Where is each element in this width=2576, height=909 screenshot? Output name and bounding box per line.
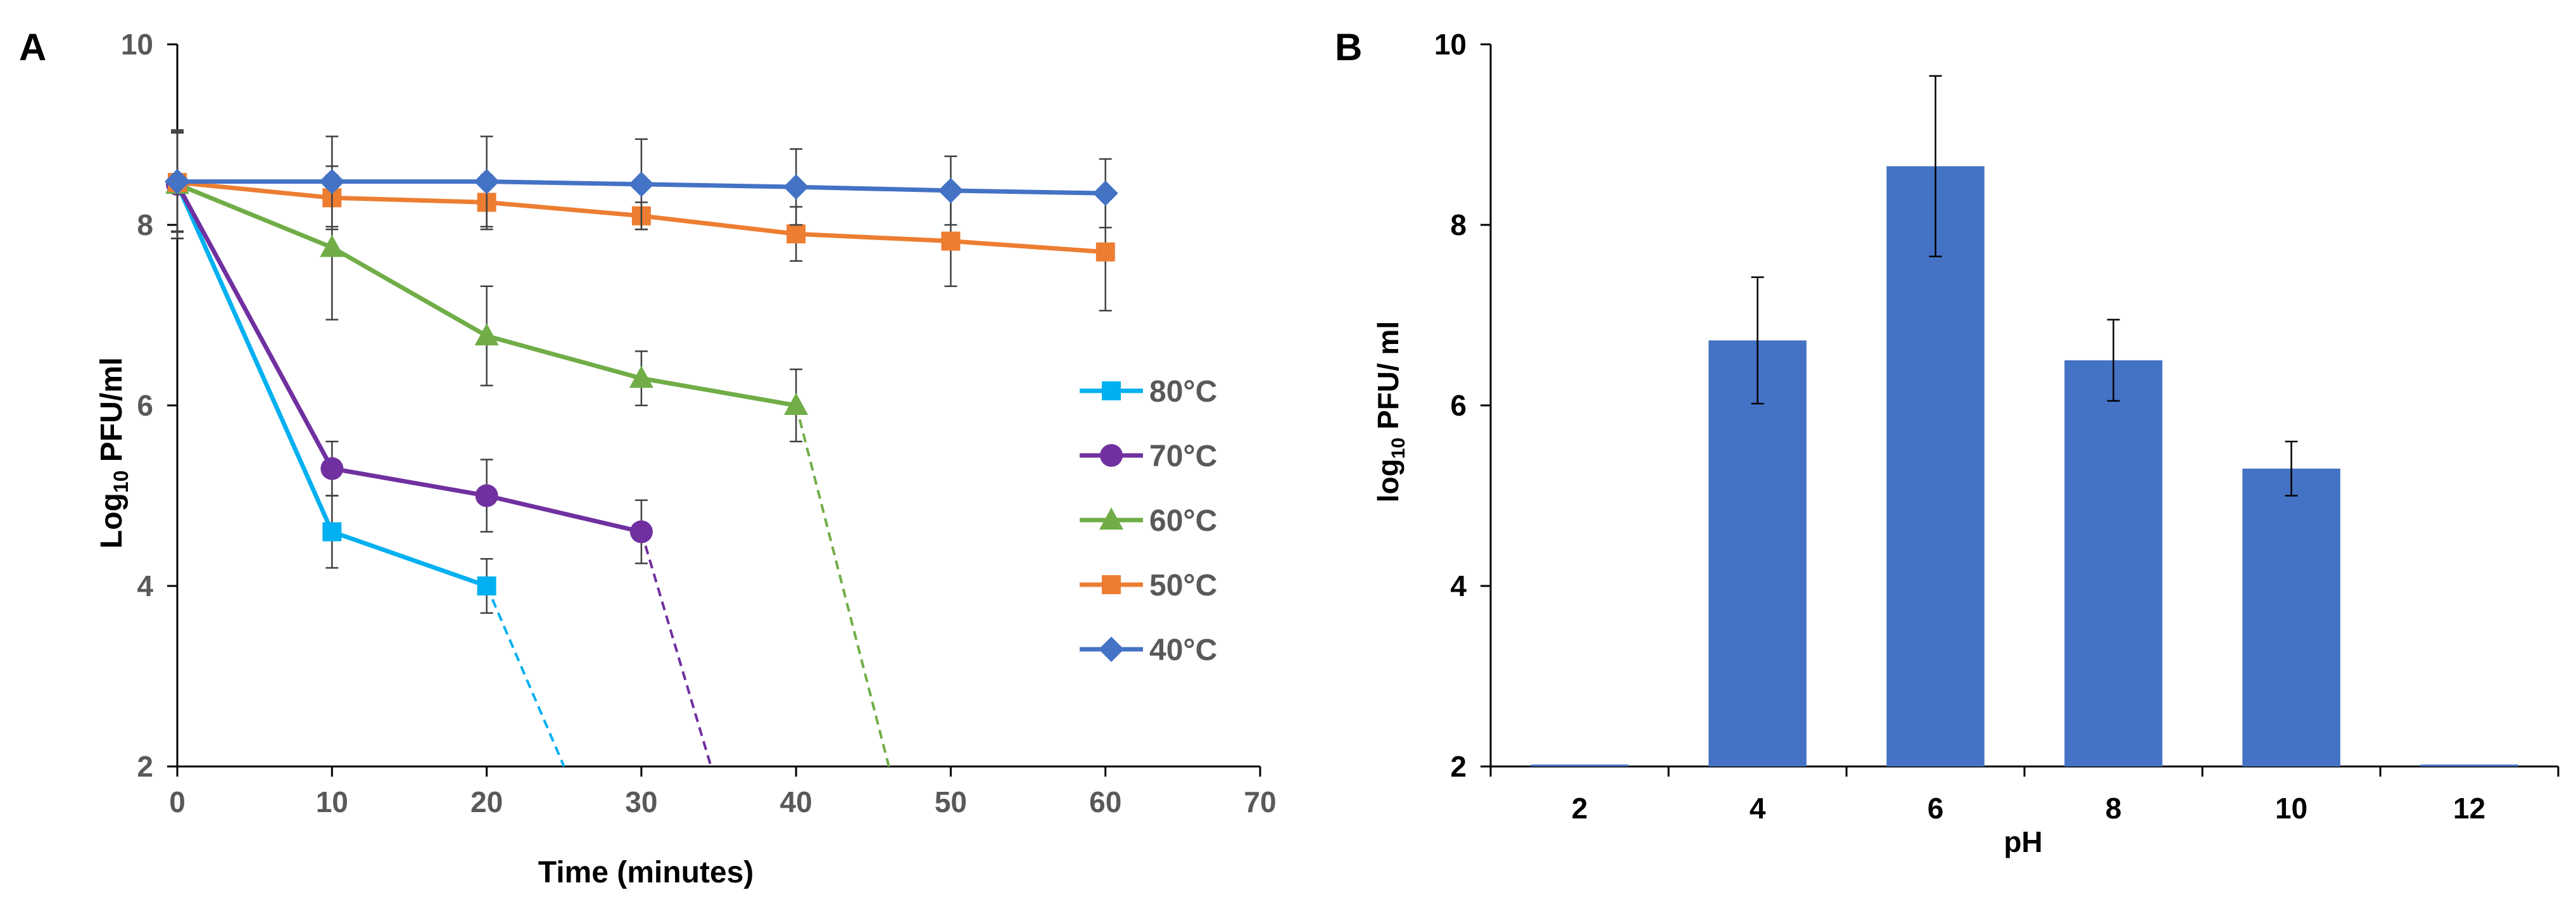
panel-a-y-tick-label: 10 [121,28,153,61]
panel-a-x-tick-label: 10 [316,785,348,818]
panel-a-y-axis-title: Log10 PFU/ml [95,357,132,549]
series-70c [166,129,712,767]
panel-a-y-tick-label: 4 [137,569,153,602]
panel-a-x-axis-title: Time (minutes) [538,856,754,889]
panel-b-x-tick-label: 4 [1750,792,1766,825]
data-point-50c [941,231,961,251]
panel-b-y-tick-label: 2 [1450,750,1467,783]
legend-label-70c: 70°C [1149,440,1217,473]
series-drop-70c [640,531,712,767]
bar-ph-2 [1531,765,1629,766]
data-point-40c [1092,181,1118,207]
data-point-80c [477,576,496,595]
data-point-40c [628,171,654,197]
bar-ph-6 [1886,166,1985,766]
panel-b-y-tick-label: 4 [1450,569,1467,602]
data-point-60c [784,393,809,415]
panel-b-x-tick-label: 6 [1928,792,1944,825]
panel-a-line-chart: A 2 4 6 8 10 0 10 20 30 40 50 60 70 80°C 70°C 60°C 50°C… [19,26,1277,889]
legend-label-80c: 80°C [1149,375,1217,409]
data-point-40c [938,177,964,203]
data-point-70c [475,484,498,507]
bar-ph-10 [2242,468,2340,766]
data-point-50c [786,224,806,244]
data-point-60c [629,366,653,388]
data-point-40c [165,168,190,194]
data-point-40c [474,168,500,194]
legend-marker-60c [1099,507,1123,530]
data-point-40c [319,168,345,194]
bar-ph-4 [1708,340,1807,766]
series-40c [165,130,1118,232]
panel-a-x-tick-label: 50 [935,785,967,818]
series-drop-80c [485,585,565,767]
panel-a-y-tick-label: 6 [137,389,153,422]
panel-a-x-tick-label: 0 [169,785,186,818]
legend-label-60c: 60°C [1149,504,1217,538]
legend-marker-80c [1102,381,1121,400]
legend-label-50c: 50°C [1149,569,1217,602]
panel-a-legend: 80°C 70°C 60°C 50°C 40°C [1080,375,1217,667]
series-80c [168,129,565,767]
panel-a-x-tick-label: 20 [470,785,503,818]
panel-b-y-axis-title: log10 PFU/ ml [1372,321,1409,502]
data-point-60c [474,323,499,346]
panel-b-label: B [1335,26,1362,68]
panel-a-y-tick-label: 2 [137,750,153,783]
data-point-60c [320,234,344,257]
panel-b-x-axis-title: pH [2004,825,2042,858]
data-point-70c [320,457,344,480]
series-60c [165,129,890,767]
legend-marker-40c [1099,637,1124,662]
legend-marker-50c [1102,575,1121,594]
panel-b-y-tick-label: 10 [1434,28,1467,61]
panel-b-x-tick-label: 12 [2453,792,2485,825]
panel-a-y-tick-label: 8 [137,208,153,241]
panel-b-x-tick-label: 10 [2275,792,2308,825]
panel-b-x-tick-label: 8 [2106,792,2122,825]
legend-marker-70c [1100,444,1123,467]
panel-b-y-tick-label: 8 [1450,208,1467,241]
data-point-50c [1095,242,1115,262]
series-line-70c [175,183,642,534]
panel-b-y-tick-label: 6 [1450,389,1467,422]
panel-a-x-tick-label: 70 [1244,785,1276,818]
panel-a-x-tick-label: 40 [780,785,812,818]
bar-ph-12 [2420,765,2518,766]
panel-a-label: A [19,26,46,68]
bar-ph-8 [2064,360,2162,766]
data-point-80c [322,522,342,542]
panel-b-bar-chart: B 2 4 6 8 10 2 4 6 8 10 12 pH log10 PFU/ ml [1335,26,2560,858]
panel-a-x-tick-label: 60 [1089,785,1121,818]
series-drop-60c [795,405,890,767]
data-point-70c [629,520,653,543]
legend-label-40c: 40°C [1149,633,1217,667]
panel-b-x-tick-label: 2 [1572,792,1588,825]
data-point-40c [783,174,809,200]
panel-a-x-tick-label: 30 [625,785,657,818]
